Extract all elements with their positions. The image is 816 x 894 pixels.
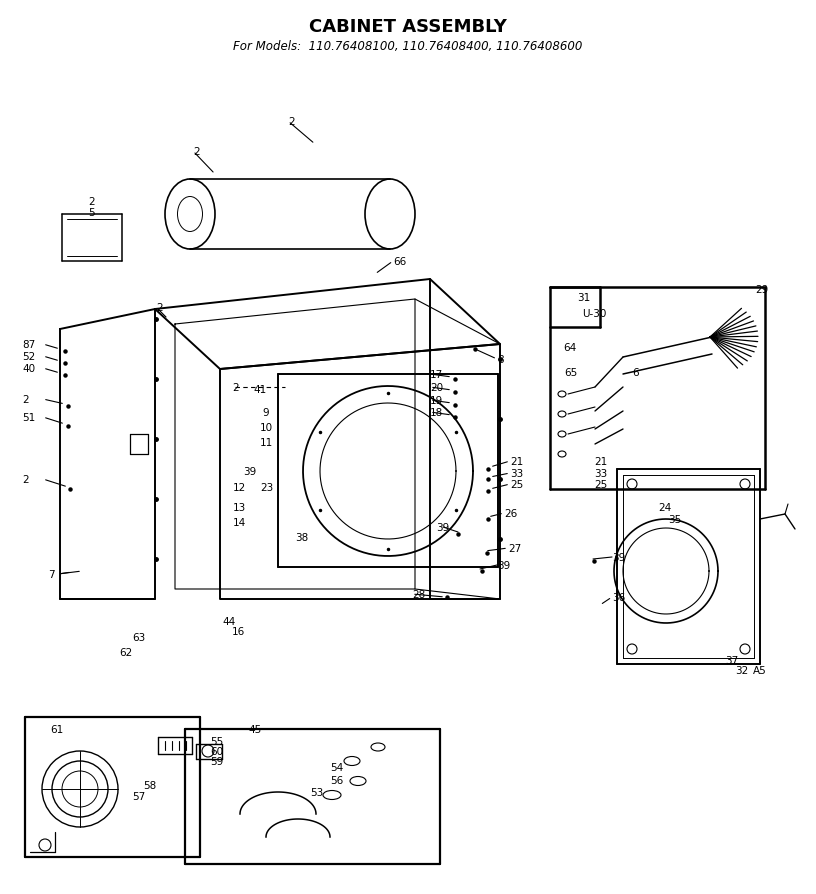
Text: 29: 29: [755, 284, 768, 295]
Text: 66: 66: [393, 257, 406, 266]
Text: 16: 16: [232, 627, 246, 637]
Text: 62: 62: [119, 647, 132, 657]
Text: 65: 65: [564, 367, 577, 377]
Text: 35: 35: [668, 514, 681, 525]
Ellipse shape: [558, 432, 566, 437]
Text: 2: 2: [288, 117, 295, 127]
Text: 38: 38: [295, 533, 308, 543]
Circle shape: [42, 751, 118, 827]
Text: 2: 2: [193, 147, 200, 156]
Circle shape: [740, 645, 750, 654]
Text: For Models:  110.76408100, 110.76408400, 110.76408600: For Models: 110.76408100, 110.76408400, …: [233, 40, 583, 53]
Text: 9: 9: [262, 408, 268, 417]
Text: 23: 23: [260, 483, 273, 493]
Text: 39: 39: [497, 561, 510, 570]
Text: 33: 33: [594, 468, 607, 478]
Text: 2: 2: [156, 303, 162, 313]
Text: 17: 17: [430, 369, 443, 380]
Text: 27: 27: [508, 544, 521, 553]
Text: 5: 5: [88, 207, 95, 218]
Ellipse shape: [323, 790, 341, 799]
Text: 28: 28: [412, 589, 425, 599]
Text: 20: 20: [430, 383, 443, 392]
Text: 39: 39: [436, 522, 450, 533]
Circle shape: [627, 479, 637, 489]
Text: 37: 37: [725, 655, 738, 665]
Text: 14: 14: [233, 518, 246, 527]
Text: 2: 2: [232, 383, 238, 392]
Text: 33: 33: [510, 468, 523, 478]
Text: 39: 39: [612, 552, 625, 562]
Text: 8: 8: [497, 355, 503, 365]
Text: A5: A5: [753, 665, 767, 675]
Circle shape: [740, 479, 750, 489]
Ellipse shape: [558, 411, 566, 417]
Text: 10: 10: [260, 423, 273, 433]
Text: 56: 56: [330, 775, 344, 785]
Text: 60: 60: [210, 746, 223, 756]
Text: 11: 11: [260, 437, 273, 448]
Ellipse shape: [558, 392, 566, 398]
Text: 44: 44: [222, 616, 235, 627]
Text: 58: 58: [143, 780, 156, 790]
Text: 41: 41: [253, 384, 266, 394]
Ellipse shape: [350, 777, 366, 786]
Text: 32: 32: [735, 665, 748, 675]
Text: 21: 21: [594, 457, 607, 467]
Ellipse shape: [344, 756, 360, 765]
Ellipse shape: [558, 451, 566, 458]
Text: 2: 2: [88, 197, 95, 207]
Text: 19: 19: [430, 395, 443, 406]
Text: 63: 63: [132, 632, 145, 642]
Text: 26: 26: [504, 509, 517, 519]
Text: 52: 52: [22, 351, 35, 361]
Text: 55: 55: [210, 736, 224, 746]
Circle shape: [52, 761, 108, 817]
Circle shape: [39, 839, 51, 851]
Text: 2: 2: [22, 475, 29, 485]
Text: 59: 59: [210, 756, 224, 766]
Text: 45: 45: [248, 724, 261, 734]
Text: 13: 13: [233, 502, 246, 512]
Text: 12: 12: [233, 483, 246, 493]
Text: 2: 2: [22, 394, 29, 405]
Text: 53: 53: [310, 787, 323, 797]
Text: 31: 31: [577, 292, 590, 303]
Text: 87: 87: [22, 340, 35, 350]
Text: 25: 25: [510, 479, 523, 489]
Text: 57: 57: [132, 791, 145, 801]
Text: 61: 61: [50, 724, 64, 734]
Text: CABINET ASSEMBLY: CABINET ASSEMBLY: [309, 18, 507, 36]
Text: 24: 24: [658, 502, 672, 512]
Text: 64: 64: [563, 342, 576, 352]
Text: 39: 39: [243, 467, 256, 477]
Text: 36: 36: [612, 593, 625, 603]
Circle shape: [62, 772, 98, 807]
Text: 7: 7: [48, 569, 55, 579]
Text: 51: 51: [22, 412, 35, 423]
Text: 25: 25: [594, 479, 607, 489]
Circle shape: [202, 746, 214, 757]
Circle shape: [627, 645, 637, 654]
Ellipse shape: [371, 743, 385, 751]
Text: U-30: U-30: [582, 308, 606, 318]
Text: 18: 18: [430, 408, 443, 417]
Text: 21: 21: [510, 457, 523, 467]
Text: 6: 6: [632, 367, 639, 377]
Text: 54: 54: [330, 763, 344, 772]
Text: 40: 40: [22, 364, 35, 374]
